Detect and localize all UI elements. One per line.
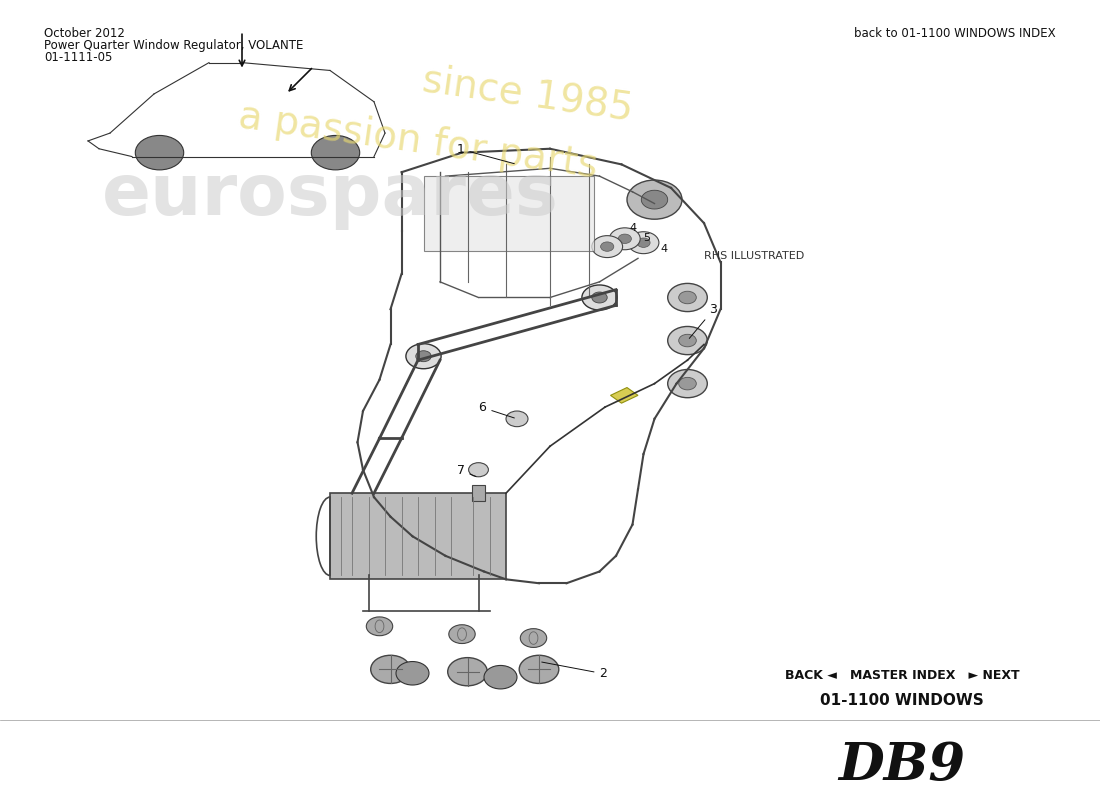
Text: back to 01-1100 WINDOWS INDEX: back to 01-1100 WINDOWS INDEX	[855, 27, 1056, 41]
Circle shape	[668, 283, 707, 311]
Circle shape	[371, 655, 410, 683]
Circle shape	[582, 285, 617, 310]
Circle shape	[592, 292, 607, 303]
Circle shape	[637, 238, 650, 247]
Text: October 2012: October 2012	[44, 27, 125, 41]
Text: 4: 4	[660, 244, 667, 254]
Circle shape	[311, 135, 360, 170]
Circle shape	[449, 625, 475, 643]
Circle shape	[668, 370, 707, 398]
Text: 01-1100 WINDOWS: 01-1100 WINDOWS	[821, 693, 983, 708]
Text: 2: 2	[541, 662, 607, 680]
Text: 5: 5	[644, 233, 650, 243]
Circle shape	[506, 411, 528, 426]
Circle shape	[416, 350, 431, 362]
Text: BACK ◄   MASTER INDEX   ► NEXT: BACK ◄ MASTER INDEX ► NEXT	[784, 670, 1020, 682]
Circle shape	[628, 232, 659, 254]
Circle shape	[469, 462, 488, 477]
Circle shape	[618, 234, 631, 243]
Circle shape	[519, 655, 559, 683]
Polygon shape	[610, 387, 638, 403]
Text: a passion for parts: a passion for parts	[235, 97, 601, 185]
Text: 7: 7	[456, 464, 476, 477]
FancyBboxPatch shape	[472, 486, 485, 501]
Text: 6: 6	[478, 401, 515, 418]
Circle shape	[601, 242, 614, 251]
Text: RHS ILLUSTRATED: RHS ILLUSTRATED	[704, 250, 804, 261]
Text: DB9: DB9	[838, 740, 966, 791]
Text: since 1985: since 1985	[420, 60, 636, 127]
Text: eurospares: eurospares	[101, 162, 559, 230]
Text: Power Quarter Window Regulator, VOLANTE: Power Quarter Window Regulator, VOLANTE	[44, 39, 304, 52]
Circle shape	[484, 666, 517, 689]
Circle shape	[366, 617, 393, 636]
Circle shape	[406, 344, 441, 369]
FancyBboxPatch shape	[424, 176, 594, 250]
Text: 3: 3	[690, 303, 717, 338]
Circle shape	[627, 180, 682, 219]
FancyBboxPatch shape	[330, 494, 506, 579]
Circle shape	[641, 190, 668, 209]
Circle shape	[679, 291, 696, 304]
Circle shape	[668, 326, 707, 354]
Circle shape	[609, 228, 640, 250]
Circle shape	[448, 658, 487, 686]
Circle shape	[592, 236, 623, 258]
Circle shape	[679, 334, 696, 347]
Circle shape	[520, 629, 547, 647]
Circle shape	[396, 662, 429, 685]
Circle shape	[135, 135, 184, 170]
Text: 1: 1	[456, 142, 515, 164]
Text: 4: 4	[629, 223, 636, 233]
Circle shape	[679, 378, 696, 390]
Text: 01-1111-05: 01-1111-05	[44, 51, 112, 64]
